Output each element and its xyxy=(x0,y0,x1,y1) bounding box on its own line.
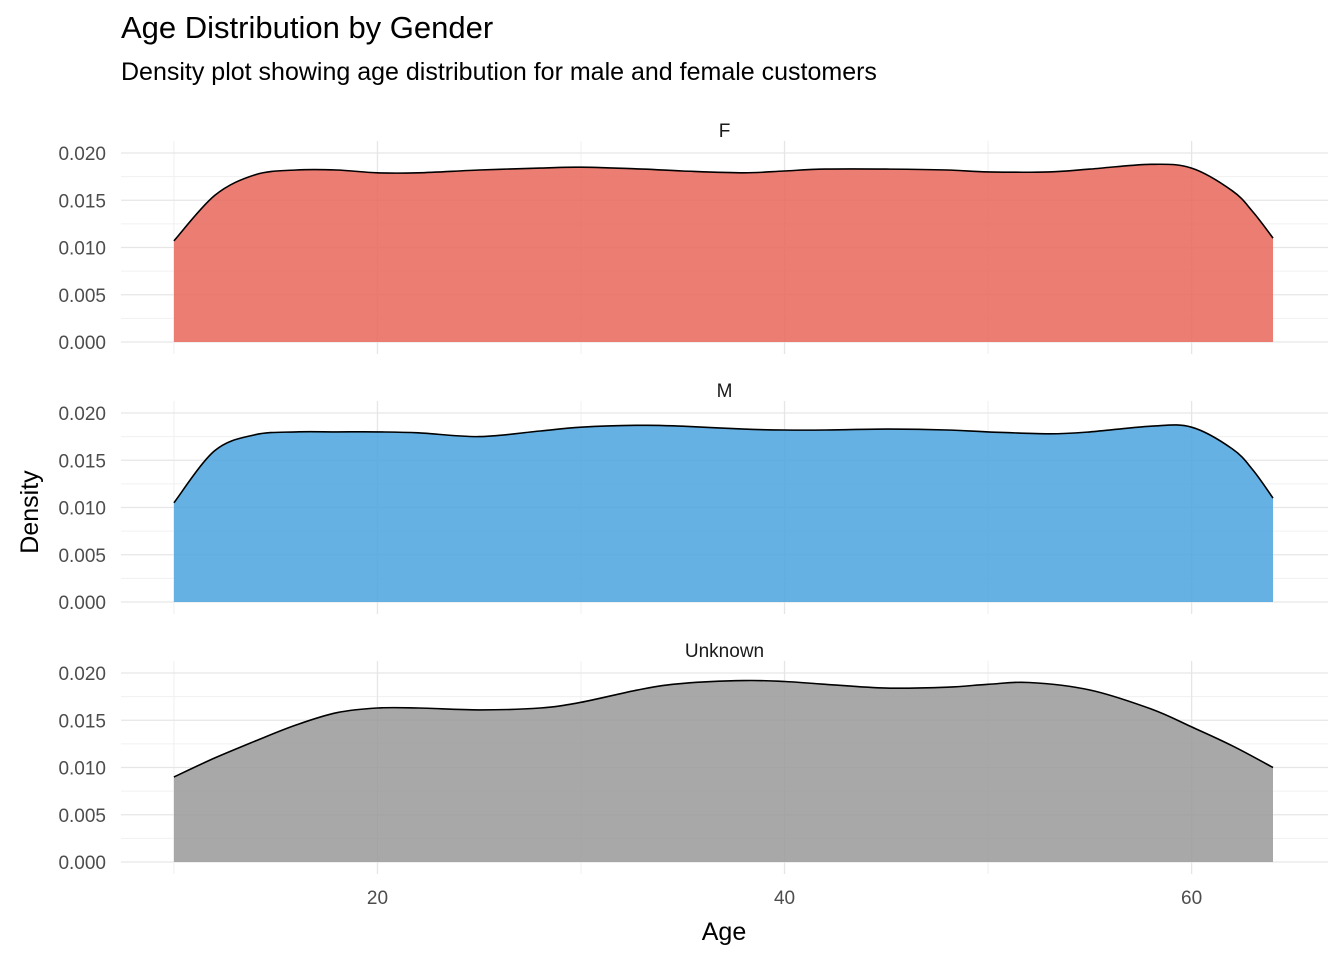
chart-subtitle: Density plot showing age distribution fo… xyxy=(121,58,877,86)
y-tick-label: 0.005 xyxy=(58,546,106,567)
chart-title: Age Distribution by Gender xyxy=(121,10,494,45)
y-tick-label: 0.000 xyxy=(58,593,106,614)
y-tick-label: 0.020 xyxy=(58,144,106,165)
x-tick-label: 40 xyxy=(774,888,795,909)
y-tick-label: 0.005 xyxy=(58,286,106,307)
y-axis-title: Density xyxy=(16,470,44,554)
density-area xyxy=(173,424,1273,602)
y-tick-label: 0.015 xyxy=(58,711,106,732)
y-tick-label: 0.010 xyxy=(58,239,106,260)
density-area xyxy=(173,680,1273,862)
panel-m: 0.000 0.005 0.010 0.015 0.020 M xyxy=(58,381,1328,614)
x-tick-label: 60 xyxy=(1181,888,1202,909)
y-tick-label: 0.020 xyxy=(58,664,106,685)
facet-panels: 0.000 0.005 0.010 0.015 0.020 F 0.000 0.005 0.01… xyxy=(58,121,1328,874)
density-line xyxy=(173,424,1274,504)
density-line xyxy=(173,163,1274,242)
facet-label: M xyxy=(717,381,733,402)
x-axis-ticks: 20 40 60 xyxy=(367,888,1202,909)
y-tick-label: 0.015 xyxy=(58,191,106,212)
x-tick-label: 20 xyxy=(367,888,388,909)
y-tick-label: 0.005 xyxy=(58,806,106,827)
panel-unknown: 0.000 0.005 0.010 0.015 0.020 Unknown xyxy=(58,641,1328,874)
y-tick-label: 0.010 xyxy=(58,759,106,780)
y-tick-label: 0.010 xyxy=(58,499,106,520)
y-tick-label: 0.015 xyxy=(58,451,106,472)
y-tick-label: 0.020 xyxy=(58,404,106,425)
y-tick-label: 0.000 xyxy=(58,853,106,874)
facet-label: Unknown xyxy=(685,641,764,662)
facet-label: F xyxy=(719,121,731,142)
density-area xyxy=(173,164,1273,342)
y-tick-label: 0.000 xyxy=(58,333,106,354)
density-line xyxy=(173,679,1274,778)
x-axis-title: Age xyxy=(702,918,746,946)
panel-f: 0.000 0.005 0.010 0.015 0.020 F xyxy=(58,121,1328,354)
